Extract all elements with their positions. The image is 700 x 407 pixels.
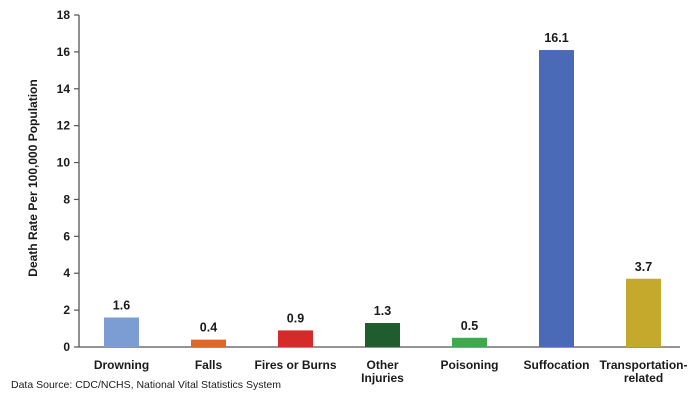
bar: [278, 330, 313, 347]
bar: [104, 317, 139, 347]
data-label: 16.1: [544, 31, 568, 45]
data-label: 1.6: [113, 298, 130, 312]
y-tick-label: 8: [63, 192, 70, 206]
data-label: 0.9: [287, 311, 304, 325]
data-label: 1.3: [374, 304, 391, 318]
y-tick-label: 18: [57, 8, 71, 22]
data-label: 0.5: [461, 319, 478, 333]
data-label: 3.7: [635, 260, 652, 274]
y-tick-label: 14: [57, 82, 71, 96]
bars: [104, 50, 661, 348]
bar: [191, 339, 226, 347]
y-tick-label: 16: [57, 45, 71, 59]
y-axis-title: Death Rate Per 100,000 Population: [26, 79, 40, 276]
y-tick-label: 4: [63, 266, 70, 280]
y-axis: 0 2 4 6 8 10 12 14 16 18: [57, 8, 680, 354]
data-labels: 1.6 0.4 0.9 1.3 0.5 16.1 3.7: [113, 31, 652, 335]
x-tick-label: Suffocation: [524, 358, 590, 372]
x-tick-label: Transportation-: [599, 358, 687, 372]
x-axis-labels: Drowning Falls Fires or Burns OtherInjuries…: [94, 358, 688, 385]
y-tick-label: 2: [63, 303, 70, 317]
x-tick-label: Fires or Burns: [254, 358, 336, 372]
bar: [452, 337, 487, 347]
y-tick-label: 10: [57, 156, 71, 170]
x-tick-label: related: [624, 371, 663, 385]
bar: [539, 50, 574, 348]
bar: [626, 278, 661, 347]
y-tick-label: 12: [57, 119, 71, 133]
x-tick-label: Drowning: [94, 358, 149, 372]
x-tick-label: Falls: [195, 358, 223, 372]
bar: [365, 323, 400, 347]
x-tick-label: Poisoning: [441, 358, 499, 372]
source-note: Data Source: CDC/NCHS, National Vital St…: [11, 379, 281, 391]
x-tick-label: Injuries: [361, 371, 404, 385]
y-tick-label: 0: [63, 340, 70, 354]
y-tick-label: 6: [63, 229, 70, 243]
data-label: 0.4: [200, 321, 217, 335]
x-tick-label: Other: [366, 358, 398, 372]
